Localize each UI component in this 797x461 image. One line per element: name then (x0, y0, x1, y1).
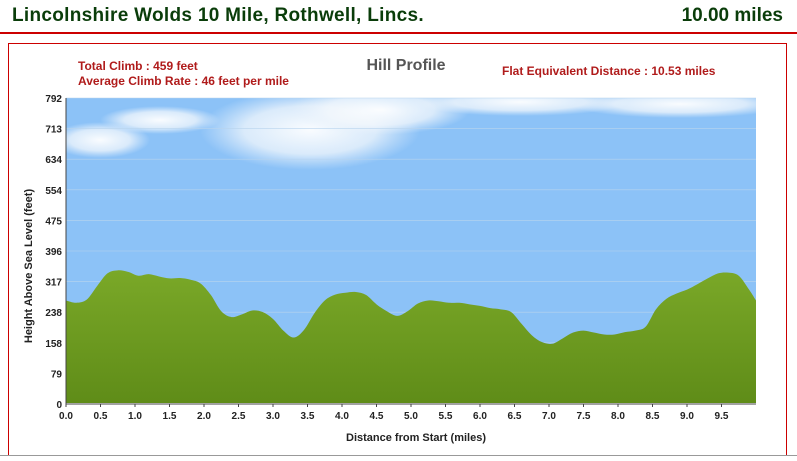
x-tick-label: 4.5 (370, 411, 384, 422)
x-tick-labels: 0.0 0.5 1.0 1.5 2.0 2.5 3.0 3.5 4.0 4.5 5.0 5.5 6.0 6… (59, 404, 729, 422)
y-tick-label: 79 (51, 369, 63, 380)
x-tick-label: 4.0 (335, 411, 349, 422)
x-tick-label: 6.0 (473, 411, 487, 422)
x-tick-label: 6.5 (508, 411, 522, 422)
y-axis-label: Height Above Sea Level (feet) (23, 189, 35, 344)
y-tick-label: 554 (45, 186, 62, 197)
x-tick-label: 2.5 (232, 411, 246, 422)
x-tick-label: 0.0 (59, 411, 73, 422)
y-tick-label: 158 (45, 339, 62, 350)
x-tick-label: 8.5 (646, 411, 660, 422)
y-tick-label: 0 (56, 400, 62, 411)
x-tick-label: 1.5 (163, 411, 177, 422)
x-tick-label: 7.5 (577, 411, 591, 422)
chart-title: Hill Profile (366, 57, 445, 74)
y-tick-label: 317 (45, 278, 62, 289)
x-tick-label: 8.0 (611, 411, 625, 422)
x-tick-label: 1.0 (128, 411, 142, 422)
x-tick-label: 9.0 (680, 411, 694, 422)
y-tick-label: 238 (45, 308, 62, 319)
x-tick-label: 2.0 (197, 411, 211, 422)
elevation-area (66, 270, 756, 403)
y-tick-label: 396 (45, 247, 62, 258)
flat-equivalent-distance: Flat Equivalent Distance : 10.53 miles (502, 64, 716, 78)
x-tick-label: 7.0 (542, 411, 556, 422)
x-tick-label: 5.0 (404, 411, 418, 422)
race-title: Lincolnshire Wolds 10 Mile, Rothwell, Li… (12, 5, 424, 26)
x-axis-label: Distance from Start (miles) (346, 432, 486, 444)
header-bar: Lincolnshire Wolds 10 Mile, Rothwell, Li… (0, 0, 797, 34)
total-climb: Total Climb : 459 feet (78, 59, 198, 73)
y-tick-label: 792 (45, 94, 62, 105)
x-tick-label: 9.5 (715, 411, 729, 422)
average-climb-rate: Average Climb Rate : 46 feet per mile (78, 74, 289, 88)
y-tick-label: 475 (45, 216, 62, 227)
y-tick-labels: 0 79 158 238 317 396 475 554 634 713 792 (45, 94, 62, 411)
y-tick-label: 713 (45, 125, 62, 136)
x-tick-label: 5.5 (439, 411, 453, 422)
x-tick-label: 0.5 (94, 411, 108, 422)
race-distance: 10.00 miles (681, 5, 783, 26)
y-tick-label: 634 (45, 155, 62, 166)
frame-divider (0, 455, 797, 456)
x-tick-label: 3.5 (301, 411, 315, 422)
clouds (66, 98, 756, 170)
x-tick-label: 3.0 (266, 411, 280, 422)
